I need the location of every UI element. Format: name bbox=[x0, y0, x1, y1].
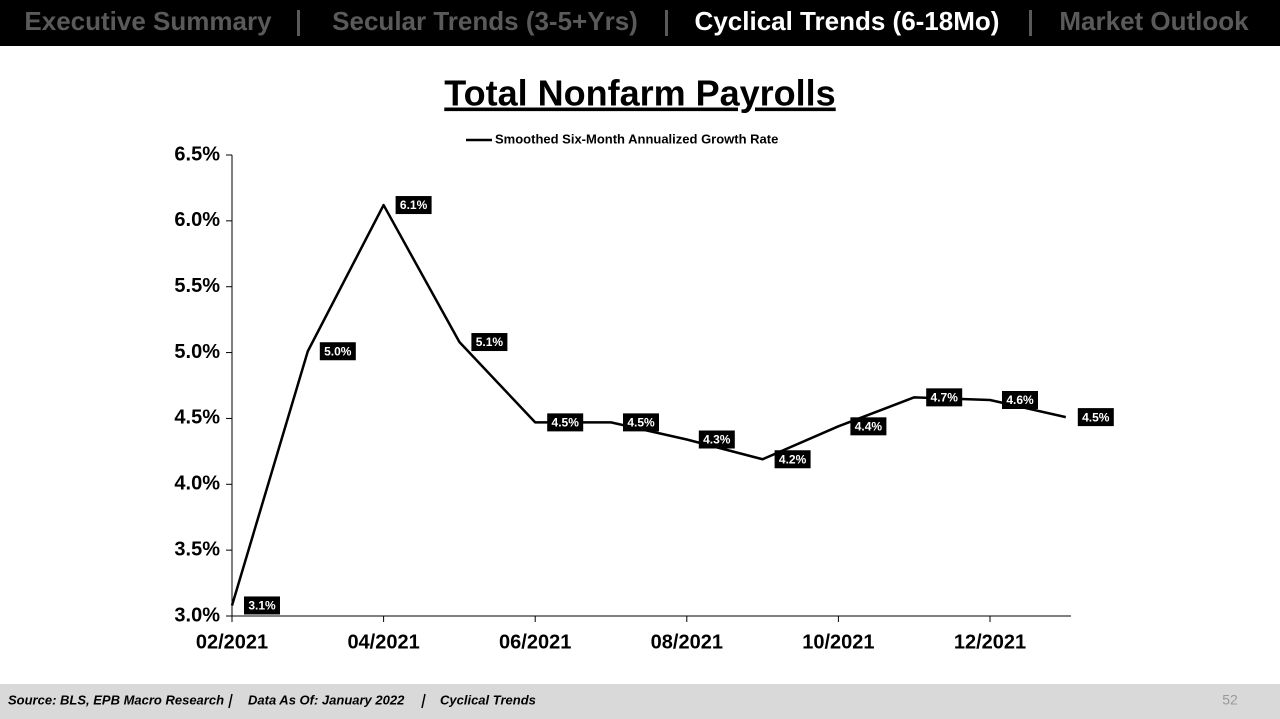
y-tick-label: 3.5% bbox=[174, 538, 220, 560]
value-label-box bbox=[319, 342, 356, 361]
y-tick-label: 6.0% bbox=[174, 209, 220, 231]
page-number: 52 bbox=[1222, 692, 1238, 708]
value-label-box bbox=[623, 413, 659, 432]
footer-bar bbox=[0, 684, 1280, 719]
nav-separator bbox=[297, 10, 300, 36]
x-tick-label: 04/2021 bbox=[347, 631, 419, 653]
value-label: 6.1% bbox=[400, 198, 428, 212]
nav-tab[interactable]: Executive Summary bbox=[24, 6, 272, 36]
x-tick-label: 10/2021 bbox=[802, 631, 874, 653]
value-label-box bbox=[926, 388, 963, 407]
chart-title: Total Nonfarm Payrolls bbox=[444, 73, 835, 114]
value-label-box bbox=[850, 417, 887, 436]
value-label: 4.3% bbox=[703, 433, 731, 447]
nav-separator bbox=[1029, 10, 1032, 36]
value-label: 4.4% bbox=[855, 420, 883, 434]
value-label-box bbox=[774, 450, 811, 469]
x-tick-label: 08/2021 bbox=[651, 631, 723, 653]
y-tick-label: 6.5% bbox=[174, 143, 220, 165]
y-tick-label: 5.0% bbox=[174, 341, 220, 363]
nav-bar bbox=[0, 0, 1280, 46]
value-label: 4.5% bbox=[552, 416, 580, 430]
value-label: 3.1% bbox=[248, 599, 276, 613]
value-label: 4.6% bbox=[1006, 393, 1034, 407]
value-label-box bbox=[698, 430, 735, 449]
nav-tab[interactable]: Cyclical Trends (6-18Mo) bbox=[695, 6, 1000, 36]
value-label: 5.0% bbox=[324, 344, 352, 358]
y-tick-label: 4.0% bbox=[174, 473, 220, 495]
legend-label: Smoothed Six-Month Annualized Growth Rat… bbox=[495, 131, 778, 146]
y-tick-label: 4.5% bbox=[174, 407, 220, 429]
value-label: 5.1% bbox=[476, 335, 504, 349]
value-label-box bbox=[1077, 408, 1114, 427]
value-label: 4.5% bbox=[1082, 410, 1110, 424]
value-label: 4.5% bbox=[627, 416, 655, 430]
footer-text: Source: BLS, EPB Macro Research bbox=[8, 692, 224, 707]
value-label-box bbox=[471, 333, 508, 352]
footer-separator bbox=[421, 693, 426, 709]
y-tick-label: 5.5% bbox=[174, 275, 220, 297]
nav-separator bbox=[665, 10, 668, 36]
value-label-box bbox=[244, 596, 280, 615]
value-label: 4.2% bbox=[779, 452, 807, 466]
x-tick-label: 12/2021 bbox=[954, 631, 1026, 653]
footer-text: Cyclical Trends bbox=[440, 692, 536, 707]
value-label-box bbox=[395, 196, 432, 215]
x-tick-label: 06/2021 bbox=[499, 631, 571, 653]
footer-separator bbox=[228, 693, 233, 709]
nav-tab[interactable]: Secular Trends (3-5+Yrs) bbox=[332, 6, 638, 36]
value-label: 4.7% bbox=[931, 391, 959, 405]
value-label-box bbox=[1002, 390, 1038, 409]
value-label-box bbox=[547, 413, 584, 432]
y-tick-label: 3.0% bbox=[174, 604, 220, 626]
footer-text: Data As Of: January 2022 bbox=[248, 692, 405, 707]
x-tick-label: 02/2021 bbox=[196, 631, 268, 653]
nav-tab[interactable]: Market Outlook bbox=[1059, 6, 1249, 36]
